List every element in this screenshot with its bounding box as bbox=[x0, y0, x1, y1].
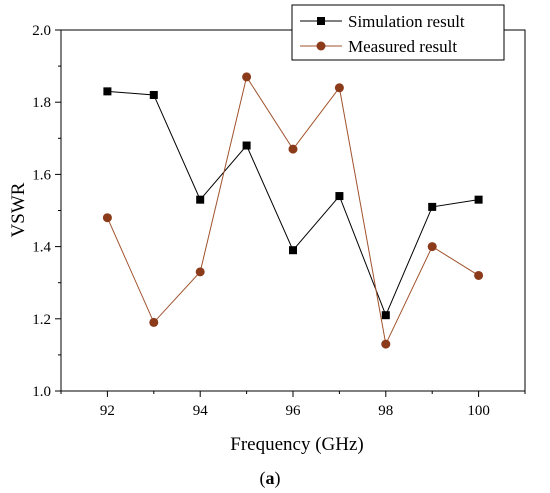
data-point bbox=[196, 195, 205, 204]
caption-open: ( bbox=[260, 468, 266, 489]
y-axis-label: VSWR bbox=[8, 182, 29, 237]
data-point bbox=[149, 317, 159, 327]
figure-caption: (a) bbox=[260, 468, 281, 489]
legend-marker bbox=[317, 17, 325, 25]
y-tick-label: 2.0 bbox=[32, 23, 51, 39]
series-2 bbox=[102, 72, 484, 349]
data-point bbox=[103, 87, 112, 96]
data-point bbox=[289, 246, 297, 255]
y-tick-label: 1.6 bbox=[32, 167, 51, 183]
data-point bbox=[334, 83, 344, 93]
data-point bbox=[474, 195, 483, 204]
x-tick-label: 92 bbox=[100, 403, 115, 419]
data-point bbox=[381, 311, 390, 320]
y-tick-label: 1.4 bbox=[32, 240, 51, 256]
series-1 bbox=[103, 87, 483, 320]
series-line bbox=[107, 90, 479, 317]
series-layer bbox=[102, 72, 484, 349]
x-axis-label: Frequency (GHz) bbox=[230, 434, 363, 455]
y-tick-label: 1.0 bbox=[32, 384, 51, 400]
x-tick-label: 96 bbox=[286, 403, 302, 419]
legend-label: Measured result bbox=[348, 37, 457, 56]
caption-close: ) bbox=[275, 468, 281, 489]
x-tick-label: 94 bbox=[193, 403, 209, 419]
data-point bbox=[335, 192, 344, 201]
data-point bbox=[242, 141, 251, 150]
legend-entry: Measured result bbox=[300, 37, 457, 56]
data-point bbox=[195, 267, 205, 277]
legend-box bbox=[291, 4, 505, 61]
x-tick-label: 100 bbox=[467, 403, 490, 419]
y-tick-label: 1.8 bbox=[32, 95, 51, 111]
caption-letter: a bbox=[266, 468, 275, 488]
y-axis-ticks: 1.0 1.2 1.4 1.6 1.8 2.0 bbox=[32, 23, 61, 400]
x-axis-ticks: 92 94 96 98 100 bbox=[60, 391, 526, 419]
legend-marker bbox=[316, 41, 326, 51]
data-point bbox=[381, 339, 391, 349]
legend-entry: Simulation result bbox=[300, 12, 465, 31]
legend: Simulation result Measured result bbox=[291, 4, 505, 61]
data-point bbox=[242, 72, 252, 82]
legend-label: Simulation result bbox=[348, 12, 465, 31]
data-point bbox=[427, 242, 437, 252]
data-point bbox=[102, 213, 112, 223]
axes bbox=[60, 29, 526, 392]
x-tick-label: 98 bbox=[378, 403, 393, 419]
y-tick-label: 1.2 bbox=[32, 312, 51, 328]
data-point bbox=[428, 202, 437, 211]
data-point bbox=[288, 144, 298, 154]
data-point bbox=[474, 270, 484, 280]
plot-frame bbox=[60, 29, 526, 392]
data-point bbox=[149, 90, 158, 99]
